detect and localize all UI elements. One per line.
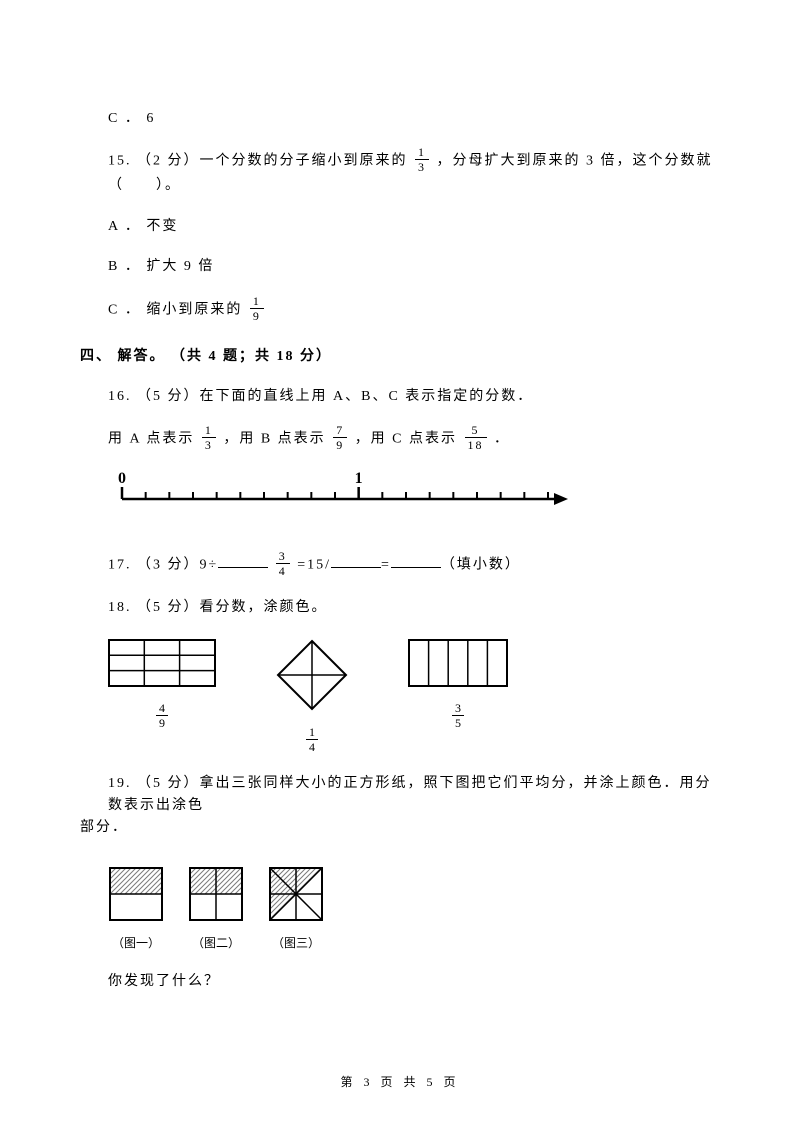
q15-optA: A ． 不变 [80, 216, 720, 238]
frac-den: 9 [333, 438, 347, 451]
shape-grid3x3: 4 9 [108, 639, 216, 730]
cols5-svg [408, 639, 508, 687]
svg-text:1: 1 [355, 471, 363, 487]
shape-cols5: 3 5 [408, 639, 508, 730]
blank-1 [218, 554, 268, 568]
fig3-cap: （图三） [268, 934, 324, 953]
q19-question: 你发现了什么？ [80, 971, 720, 993]
shape-diamond4: 1 4 [276, 639, 348, 754]
frac-den: 9 [250, 309, 264, 322]
fig2: （图二） [188, 866, 244, 954]
frac-num: 4 [156, 702, 168, 716]
number-line-svg: 01 [108, 471, 568, 519]
page-footer: 第 3 页 共 5 页 [0, 1073, 800, 1092]
fig1-svg [108, 866, 164, 922]
fig1: （图一） [108, 866, 164, 954]
frac-num: 5 [465, 424, 487, 438]
q18-text: 18. （5 分）看分数，涂颜色。 [80, 597, 720, 619]
q16-pA: 用 A 点表示 [108, 432, 200, 447]
blank-3 [391, 554, 441, 568]
frac-num: 7 [333, 424, 347, 438]
frac-den: 5 [452, 716, 464, 729]
q15-optB: B ． 扩大 9 倍 [80, 256, 720, 278]
q19-line2: 部分． [80, 817, 720, 839]
frac-den: 3 [202, 438, 216, 451]
frac-den: 9 [156, 716, 168, 729]
frac-den: 4 [306, 740, 318, 753]
q16-line1: 16. （5 分）在下面的直线上用 A、B、C 表示指定的分数． [80, 386, 720, 408]
number-line: 01 [108, 471, 720, 527]
q17-mid2: =15/ [297, 557, 331, 572]
q15-stem: 15. （2 分）一个分数的分子缩小到原来的 1 3 ，分母扩大到原来的 3 倍… [80, 148, 720, 197]
q17-prefix: 17. （3 分）9÷ [108, 557, 218, 572]
frac-num: 1 [202, 424, 216, 438]
q15-optC-prefix: C ． 缩小到原来的 [108, 302, 248, 317]
q17-suffix: （填小数） [441, 557, 521, 572]
blank-2 [331, 554, 381, 568]
frac-num: 3 [276, 550, 290, 564]
q16-fracA: 1 3 [202, 424, 216, 451]
q19-figures: （图一） （图二） （图三） [108, 866, 720, 954]
q17-line: 17. （3 分）9÷ 3 4 =15/ = （填小数） [80, 552, 720, 579]
frac-num: 1 [250, 295, 264, 309]
fig2-svg [188, 866, 244, 922]
svg-text:0: 0 [118, 471, 126, 487]
shape1-label: 4 9 [108, 704, 216, 731]
page: C ． 6 15. （2 分）一个分数的分子缩小到原来的 1 3 ，分母扩大到原… [0, 0, 800, 1132]
q15-optC: C ． 缩小到原来的 1 9 [80, 297, 720, 324]
q15-frac: 1 3 [415, 146, 429, 173]
q18-shapes: 4 9 1 4 [108, 639, 720, 754]
fig3: （图三） [268, 866, 324, 954]
fig2-cap: （图二） [188, 934, 244, 953]
q19-line1: 19. （5 分）拿出三张同样大小的正方形纸，照下图把它们平均分，并涂上颜色．用… [80, 773, 720, 818]
fig1-cap: （图一） [108, 934, 164, 953]
frac-den: 4 [276, 564, 290, 577]
q17-mid3: = [381, 557, 391, 572]
q15-optC-frac: 1 9 [250, 295, 264, 322]
fig3-svg [268, 866, 324, 922]
shape2-frac: 1 4 [306, 726, 318, 753]
q16-end: ． [494, 432, 510, 447]
shape3-frac: 3 5 [452, 702, 464, 729]
shape2-label: 1 4 [276, 728, 348, 755]
section4-title: 四、 解答。 （共 4 题；共 18 分） [80, 346, 720, 368]
shape1-frac: 4 9 [156, 702, 168, 729]
q16-pB: ，用 B 点表示 [223, 432, 331, 447]
q16-fracB: 7 9 [333, 424, 347, 451]
frac-num: 3 [452, 702, 464, 716]
frac-den: 3 [415, 160, 429, 173]
diamond-svg [276, 639, 348, 711]
q16-pC: ，用 C 点表示 [355, 432, 463, 447]
q17-frac: 3 4 [276, 550, 290, 577]
q16-fracC: 5 18 [465, 424, 487, 451]
q16-line2: 用 A 点表示 1 3 ，用 B 点表示 7 9 ，用 C 点表示 5 18 ． [80, 426, 720, 453]
frac-den: 18 [465, 438, 487, 451]
grid3x3-svg [108, 639, 216, 687]
shape3-label: 3 5 [408, 704, 508, 731]
frac-num: 1 [415, 146, 429, 160]
q15-prefix: 15. （2 分）一个分数的分子缩小到原来的 [108, 154, 413, 169]
frac-num: 1 [306, 726, 318, 740]
option-c-6: C ． 6 [80, 108, 720, 130]
